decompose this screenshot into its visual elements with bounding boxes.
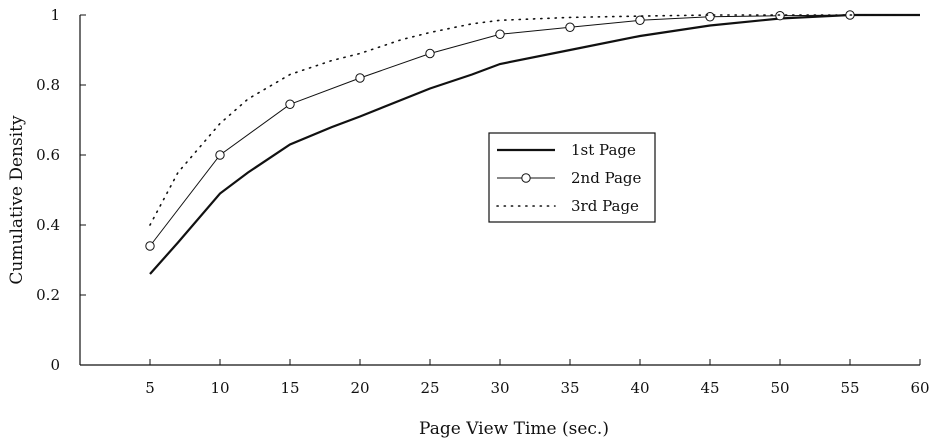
series-line [149,13,920,275]
axes-layer: 00.20.40.60.815 10 15 20 25 30 35 40 45 50 55 60 [36,6,929,397]
legend-label: 3rd Page [571,197,639,215]
x-tick-label: 15 [280,379,299,397]
y-tick-label: 0.8 [36,76,60,94]
x-tick-label: 10 [210,379,229,397]
data-point-marker [145,241,155,251]
y-tick-label: 0.6 [36,146,60,164]
x-axis-title: Page View Time (sec.) [419,419,609,439]
y-axis-title: Cumulative Density [7,115,27,285]
series-2 [145,10,920,251]
series-1 [149,13,920,275]
data-point-marker [565,22,575,32]
legend-label: 2nd Page [571,169,642,187]
legend-item: 3rd Page [496,197,639,215]
series-line [149,14,920,247]
series-layer [145,10,921,275]
data-point-marker [775,11,785,21]
y-tick-label: 0 [50,356,60,374]
data-point-marker [705,12,715,22]
data-point-marker [215,150,225,160]
x-tick-label: 45 [700,379,719,397]
x-tick-label: 40 [630,379,649,397]
legend-marker [521,173,531,183]
x-tick-label: 50 [770,379,789,397]
x-tick-label: 35 [560,379,579,397]
data-point-marker [285,99,295,109]
x-tick-label: 55 [840,379,859,397]
legend-item: 2nd Page [497,169,642,187]
data-point-marker [425,48,435,59]
x-tick-label: 20 [350,379,369,397]
x-tick-label: 60 [910,379,929,397]
x-tick-label: 25 [420,379,439,397]
data-point-marker [495,29,505,39]
data-point-marker [635,15,645,25]
data-point-marker [355,73,365,83]
legend-label: 1st Page [571,141,636,159]
y-tick-label: 0.4 [36,216,60,234]
y-tick-label: 1 [50,6,60,24]
legend: 1st Page 2nd Page 3rd Page [488,132,656,223]
x-tick-label: 30 [490,379,509,397]
legend-item: 1st Page [497,141,636,159]
x-tick-label: 5 [145,379,155,397]
y-tick-label: 0.2 [36,286,60,304]
